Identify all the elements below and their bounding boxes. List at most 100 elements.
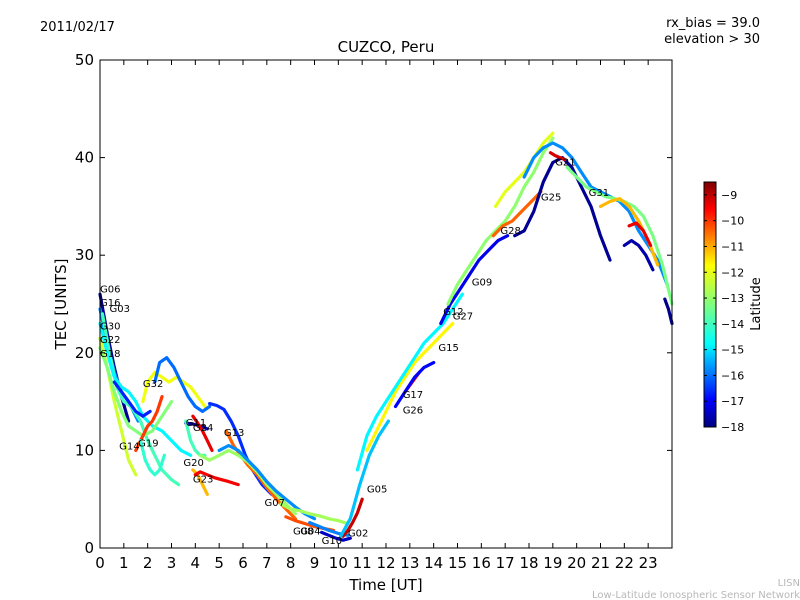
- plot-series: [98, 131, 674, 542]
- point-label-g03: G03: [110, 304, 130, 315]
- series-g27: [439, 234, 510, 326]
- point-label-g21: G21: [555, 158, 575, 169]
- point-label-g20: G20: [183, 458, 203, 469]
- point-label-g26: G26: [403, 405, 423, 416]
- chart-title: CUZCO, Peru: [338, 38, 435, 56]
- plot-frame: [99, 59, 673, 549]
- series-g31e: [622, 239, 655, 272]
- point-label-g11: G11: [186, 418, 206, 429]
- x-tick-label: 17: [496, 554, 515, 572]
- x-tick-label: 22: [615, 554, 634, 572]
- point-label-g08: G08: [293, 526, 313, 537]
- series-g30: [98, 321, 193, 457]
- y-tick-label: 10: [75, 441, 94, 459]
- x-tick-label: 15: [448, 554, 467, 572]
- rx-bias-label: rx_bias = 39.0: [666, 16, 760, 31]
- series-g09: [446, 136, 555, 306]
- series-g31f: [663, 297, 674, 326]
- point-label-g05: G05: [367, 485, 387, 496]
- series-g14: [112, 380, 152, 418]
- x-tick-label: 7: [262, 554, 272, 572]
- x-tick-label: 0: [95, 554, 105, 572]
- series-g31d: [627, 221, 653, 247]
- x-tick-label: 11: [353, 554, 372, 572]
- date-label: 2011/02/17: [40, 20, 115, 35]
- series-g25: [513, 156, 612, 262]
- series-g05: [339, 419, 390, 538]
- x-tick-label: 8: [286, 554, 296, 572]
- series-g04: [279, 502, 350, 526]
- y-tick-label: 0: [84, 539, 94, 557]
- colorbar-tick-label: −11: [721, 240, 744, 253]
- point-label-g09: G09: [472, 278, 492, 289]
- colorbar-label: Latitude: [749, 277, 764, 331]
- series-g13: [208, 402, 274, 496]
- x-axis-label: Time [UT]: [348, 576, 422, 594]
- series-g12: [355, 292, 464, 472]
- series-g21: [548, 151, 567, 162]
- point-label-g04: G04: [300, 526, 320, 537]
- y-tick-label: 30: [75, 246, 94, 264]
- point-label-g28: G28: [500, 226, 520, 237]
- x-tick-label: 13: [400, 554, 419, 572]
- x-tick-label: 2: [143, 554, 153, 572]
- x-tick-label: 20: [567, 554, 586, 572]
- x-tick-label: 18: [519, 554, 538, 572]
- x-tick-label: 6: [238, 554, 248, 572]
- x-tick-label: 5: [214, 554, 224, 572]
- series-g19b: [138, 439, 166, 477]
- x-tick-label: 12: [376, 554, 395, 572]
- series-g02: [341, 497, 364, 538]
- point-label-g27: G27: [453, 312, 473, 323]
- series-g24: [191, 414, 214, 452]
- point-label-g23: G23: [193, 475, 213, 486]
- series-g31: [522, 141, 669, 287]
- y-tick-label: 40: [75, 149, 94, 167]
- x-tick-label: 21: [591, 554, 610, 572]
- colorbar-tick-label: −10: [721, 215, 744, 228]
- colorbar-tick-label: −9: [721, 189, 737, 202]
- x-tick-label: 10: [329, 554, 348, 572]
- colorbar-tick-label: −15: [721, 344, 744, 357]
- point-label-g13: G13: [224, 428, 244, 439]
- series-g28: [491, 190, 543, 238]
- series-g15: [365, 321, 455, 452]
- colorbar-ticks: −9 −10 −11 −12 −13 −14 −15 −16 −17 −18: [704, 189, 744, 434]
- x-axis: 0 1 2 3 4 5 6 7 8 9 10 11 12 13 14 15 16 17 18 19 20 21 22 23: [95, 60, 658, 572]
- point-label-g24: G24: [193, 423, 213, 434]
- series-g23b: [193, 470, 240, 487]
- colorbar-gradient: [704, 182, 716, 427]
- point-label-g19: G19: [138, 439, 158, 450]
- series-g18: [98, 346, 174, 438]
- point-label-g14: G14: [119, 442, 139, 453]
- x-tick-label: 4: [191, 554, 201, 572]
- x-tick-label: 1: [119, 554, 129, 572]
- colorbar-frame: [703, 181, 717, 428]
- series-g32: [141, 370, 207, 409]
- series-g19: [134, 395, 164, 452]
- colorbar-tick-label: −17: [721, 395, 744, 408]
- elevation-label: elevation > 30: [664, 32, 760, 47]
- y-tick-label: 20: [75, 344, 94, 362]
- point-label-g16: G16: [100, 298, 120, 309]
- series-g32b: [153, 356, 212, 413]
- series-g10: [320, 530, 352, 542]
- footer-lisn: LISN: [778, 578, 800, 589]
- point-label-g30: G30: [100, 322, 120, 333]
- point-label-g06: G06: [100, 284, 120, 295]
- x-tick-label: 23: [639, 554, 658, 572]
- series-g26: [393, 361, 436, 409]
- x-tick-label: 14: [424, 554, 443, 572]
- y-tick-label: 50: [75, 51, 94, 69]
- colorbar-tick-label: −14: [721, 318, 744, 331]
- y-axis-label: TEC [UNITS]: [52, 259, 70, 351]
- point-label-g25: G25: [541, 193, 561, 204]
- colorbar-tick-label: −18: [721, 421, 744, 434]
- footer-network: Low-Latitude Ionospheric Sensor Network: [592, 590, 800, 600]
- colorbar-tick-label: −12: [721, 266, 744, 279]
- point-label-g18: G18: [100, 349, 120, 360]
- series-g29: [494, 131, 555, 208]
- colorbar: −9 −10 −11 −12 −13 −14 −15 −16 −17 −18 Latitude: [703, 181, 764, 434]
